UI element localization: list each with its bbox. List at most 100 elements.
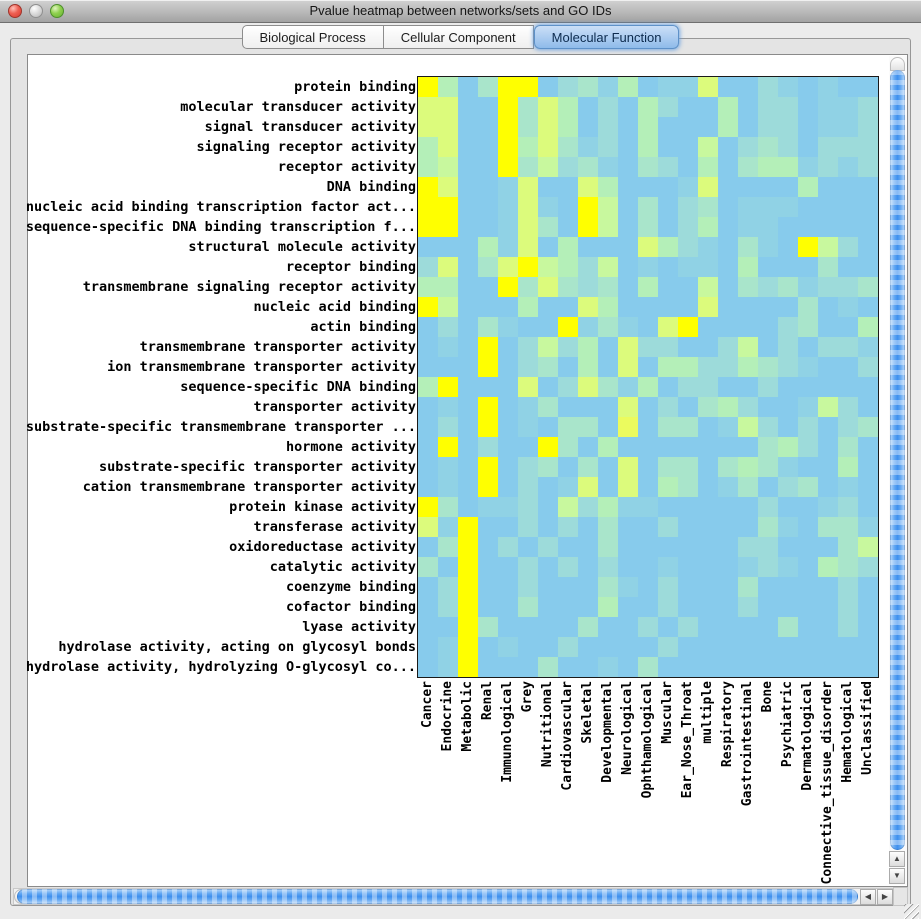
heatmap-cell — [858, 657, 878, 677]
heatmap-cell — [838, 177, 858, 197]
scroll-right-button[interactable]: ▶ — [877, 889, 893, 905]
heatmap-cell — [658, 357, 678, 377]
heatmap-cell — [458, 377, 478, 397]
heatmap-cell — [458, 537, 478, 557]
heatmap-cell — [758, 217, 778, 237]
heatmap-cell — [458, 557, 478, 577]
row-label: DNA binding — [326, 179, 416, 195]
heatmap-cell — [838, 557, 858, 577]
heatmap-cell — [558, 137, 578, 157]
heatmap-cell — [858, 317, 878, 337]
column-label: Endocrine — [440, 681, 455, 752]
heatmap-cell — [578, 657, 598, 677]
heatmap-cell — [438, 457, 458, 477]
heatmap-cell — [558, 177, 578, 197]
heatmap-cell — [558, 457, 578, 477]
heatmap-cell — [638, 377, 658, 397]
heatmap-cell — [698, 657, 718, 677]
row-label: oxidoreductase activity — [229, 539, 416, 555]
heatmap-cell — [618, 377, 638, 397]
heatmap-cell — [578, 77, 598, 97]
vertical-scrollbar-cap — [890, 57, 905, 71]
heatmap-cell — [538, 517, 558, 537]
row-label: protein kinase activity — [229, 499, 416, 515]
heatmap-cell — [458, 237, 478, 257]
heatmap-cell — [418, 157, 438, 177]
minimize-button[interactable] — [29, 4, 43, 18]
heatmap-cell — [658, 557, 678, 577]
heatmap-cell — [558, 637, 578, 657]
column-label: Connective_tissue_disorder — [820, 681, 835, 885]
heatmap-grid[interactable] — [417, 76, 879, 678]
heatmap-cell — [558, 437, 578, 457]
heatmap-cell — [498, 597, 518, 617]
scroll-up-button[interactable]: ▲ — [889, 851, 905, 867]
heatmap-cell — [578, 397, 598, 417]
heatmap-cell — [518, 157, 538, 177]
heatmap-cell — [558, 397, 578, 417]
heatmap-cell — [678, 297, 698, 317]
resize-grip[interactable] — [904, 904, 919, 919]
heatmap-cell — [838, 657, 858, 677]
heatmap-cell — [418, 597, 438, 617]
heatmap-cell — [818, 277, 838, 297]
heatmap-cell — [758, 317, 778, 337]
heatmap-cell — [658, 157, 678, 177]
heatmap-cell — [418, 577, 438, 597]
heatmap-cell — [738, 297, 758, 317]
heatmap-cell — [818, 237, 838, 257]
column-label: Ophthamological — [640, 681, 655, 799]
heatmap-cell — [478, 197, 498, 217]
heatmap-cell — [698, 557, 718, 577]
column-label: Unclassified — [860, 681, 875, 775]
tab-cellular-component[interactable]: Cellular Component — [383, 25, 534, 49]
heatmap-cell — [418, 357, 438, 377]
heatmap-cell — [638, 77, 658, 97]
heatmap-cell — [538, 457, 558, 477]
heatmap-cell — [838, 297, 858, 317]
tab-biological-process[interactable]: Biological Process — [241, 25, 384, 49]
arrow-up-icon: ▲ — [893, 854, 901, 863]
heatmap-cell — [698, 77, 718, 97]
column-label: Muscular — [660, 681, 675, 744]
heatmap-cell — [598, 657, 618, 677]
close-button[interactable] — [8, 4, 22, 18]
heatmap-cell — [858, 177, 878, 197]
heatmap-cell — [838, 597, 858, 617]
tab-molecular-function[interactable]: Molecular Function — [533, 25, 680, 49]
heatmap-cell — [858, 357, 878, 377]
heatmap-cell — [718, 537, 738, 557]
heatmap-cell — [558, 657, 578, 677]
heatmap-cell — [758, 97, 778, 117]
heatmap-cell — [778, 597, 798, 617]
heatmap-cell — [438, 137, 458, 157]
heatmap-cell — [658, 277, 678, 297]
heatmap-cell — [858, 197, 878, 217]
heatmap-cell — [638, 597, 658, 617]
heatmap-cell — [698, 617, 718, 637]
zoom-button[interactable] — [50, 4, 64, 18]
row-label: substrate-specific transmembrane transpo… — [25, 419, 416, 435]
heatmap-cell — [578, 417, 598, 437]
heatmap-cell — [838, 497, 858, 517]
title-bar[interactable]: Pvalue heatmap between networks/sets and… — [0, 0, 921, 23]
heatmap-cell — [478, 177, 498, 197]
heatmap-cell — [438, 357, 458, 377]
heatmap-cell — [598, 337, 618, 357]
heatmap-cell — [418, 397, 438, 417]
scroll-left-button[interactable]: ◀ — [860, 889, 876, 905]
scroll-down-button[interactable]: ▼ — [889, 868, 905, 884]
heatmap-cell — [478, 257, 498, 277]
horizontal-scrollbar-thumb[interactable] — [17, 889, 858, 904]
heatmap-cell — [558, 577, 578, 597]
heatmap-cell — [658, 297, 678, 317]
heatmap-cell — [638, 617, 658, 637]
heatmap-cell — [518, 517, 538, 537]
heatmap-cell — [538, 357, 558, 377]
vertical-scrollbar-thumb[interactable] — [890, 70, 905, 850]
heatmap-cell — [538, 397, 558, 417]
heatmap-cell — [598, 297, 618, 317]
heatmap-cell — [658, 577, 678, 597]
heatmap-cell — [818, 537, 838, 557]
heatmap-cell — [418, 77, 438, 97]
